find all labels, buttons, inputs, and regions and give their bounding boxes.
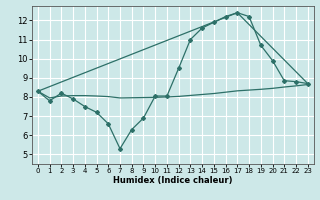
- X-axis label: Humidex (Indice chaleur): Humidex (Indice chaleur): [113, 176, 233, 185]
